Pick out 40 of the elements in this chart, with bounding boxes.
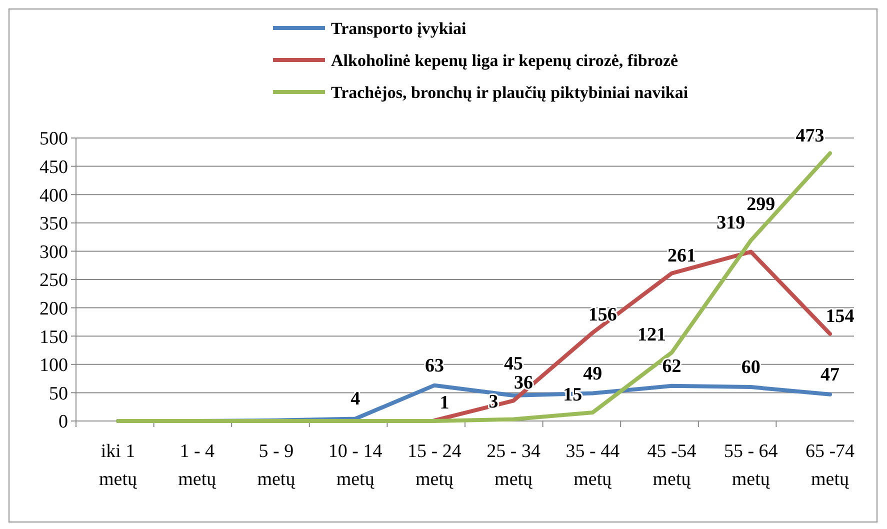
x-tick-label: 10 - 14 metų bbox=[328, 441, 383, 490]
y-tick-label: 500 bbox=[40, 128, 68, 150]
x-tick-label: 45 -54 metų bbox=[647, 441, 697, 490]
y-tick-label: 350 bbox=[40, 214, 68, 235]
data-label: 49 bbox=[583, 363, 602, 384]
x-tick-label: 5 - 9 metų bbox=[257, 441, 296, 490]
legend-label: Transporto įvykiai bbox=[331, 18, 467, 38]
data-label: 45 bbox=[504, 354, 524, 375]
y-tick-label: 400 bbox=[40, 185, 68, 206]
data-label: 154 bbox=[826, 306, 855, 327]
data-label: 121 bbox=[638, 324, 666, 346]
x-tick-label: iki 1 metų bbox=[99, 441, 138, 490]
x-tick-label: 65 -74 metų bbox=[805, 441, 856, 490]
data-label: 62 bbox=[662, 356, 682, 377]
y-tick-label: 450 bbox=[40, 156, 68, 178]
x-tick-label: 15 - 24 metų bbox=[408, 441, 462, 490]
data-label: 319 bbox=[716, 212, 746, 234]
legend-label: Trachėjos, bronchų ir plaučių piktybiniai navikai bbox=[331, 82, 688, 102]
data-label: 60 bbox=[741, 357, 760, 378]
y-tick-label: 250 bbox=[40, 270, 68, 292]
y-tick-label: 0 bbox=[58, 412, 68, 433]
y-tick-label: 300 bbox=[40, 242, 68, 263]
data-label: 473 bbox=[796, 125, 824, 146]
data-label: 1 bbox=[440, 392, 450, 414]
y-tick-label: 200 bbox=[40, 298, 68, 320]
x-tick-label: 55 - 64 metų bbox=[724, 441, 778, 490]
data-label: 299 bbox=[746, 194, 776, 215]
y-tick-label: 150 bbox=[40, 326, 68, 348]
data-label: 47 bbox=[820, 364, 840, 386]
y-tick-label: 50 bbox=[49, 383, 68, 404]
data-label: 36 bbox=[514, 372, 534, 394]
data-label: 261 bbox=[668, 245, 696, 266]
x-tick-label: 1 - 4 metų bbox=[178, 441, 217, 490]
data-label: 4 bbox=[350, 388, 361, 410]
data-label: 63 bbox=[424, 355, 444, 376]
y-tick-label: 100 bbox=[40, 355, 68, 376]
legend-label: Alkoholinė kepenų liga ir kepenų cirozė, fibrozė bbox=[331, 50, 679, 70]
x-tick-label: 35 - 44 metų bbox=[566, 441, 620, 490]
x-tick-label: 25 - 34 metų bbox=[486, 441, 541, 490]
data-label: 156 bbox=[588, 304, 617, 326]
